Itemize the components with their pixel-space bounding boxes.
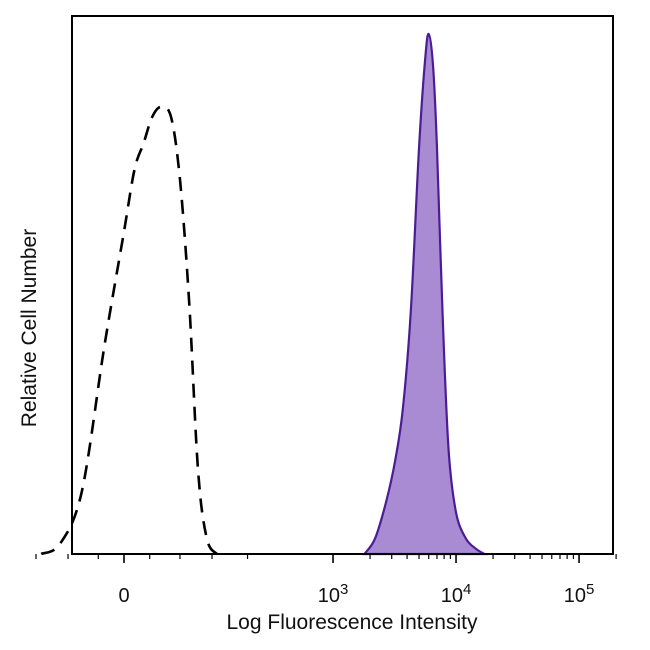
histogram-series-control	[40, 105, 218, 556]
x-tick-label: 105	[564, 581, 595, 607]
x-axis-title: Log Fluorescence Intensity	[227, 611, 478, 634]
x-tick-label: 104	[441, 581, 472, 607]
x-tick-label: 103	[318, 581, 349, 607]
x-axis-tick-labels: 0 103 104 105	[118, 581, 594, 607]
plot-area	[40, 32, 489, 556]
x-axis-ticks	[35, 554, 617, 563]
plot-frame	[71, 15, 614, 555]
histogram-series-stained	[362, 32, 489, 556]
y-axis-title: Relative Cell Number	[18, 229, 41, 427]
x-tick-label: 0	[118, 585, 129, 607]
